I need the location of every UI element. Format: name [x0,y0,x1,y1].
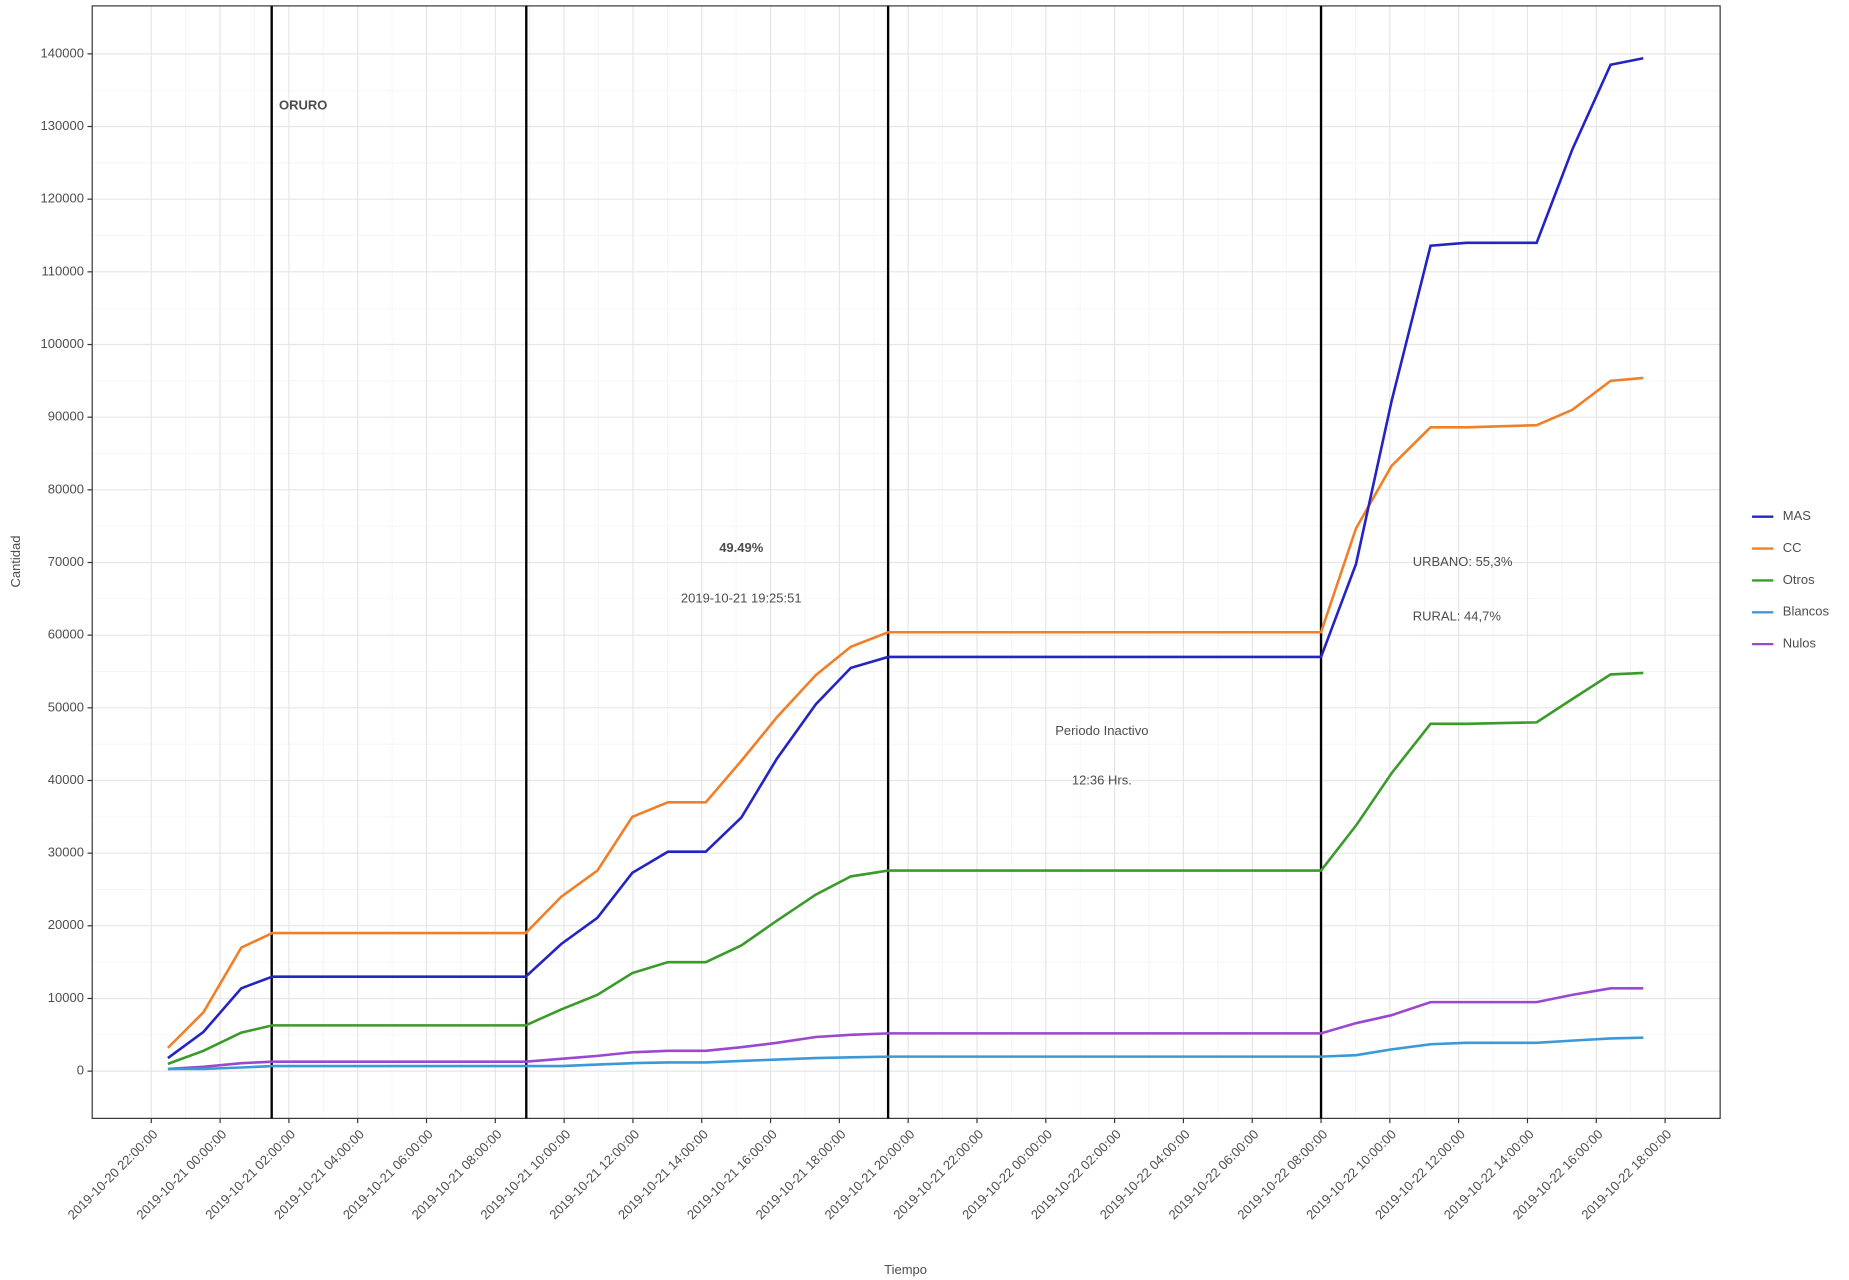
y-tick-label: 110000 [42,263,84,278]
annotation: 12:36 Hrs. [1072,772,1132,787]
x-axis-label: Tiempo [884,1262,927,1277]
legend-label: Nulos [1783,636,1817,651]
y-tick-label: 90000 [48,409,84,424]
series-line [166,376,1644,1049]
y-tick-label: 20000 [48,917,84,932]
y-tick-label: 70000 [48,554,84,569]
annotation: URBANO: 55,3% [1413,554,1513,569]
annotation: ORURO [279,98,327,113]
y-tick-label: 0 [77,1063,84,1078]
y-tick-label: 40000 [48,772,84,787]
y-tick-label: 120000 [41,191,84,206]
annotation: 49.49% [719,540,764,555]
y-tick-label: 100000 [41,336,84,351]
y-tick-label: 30000 [48,845,84,860]
y-axis-label: Cantidad [8,536,23,588]
annotation: RURAL: 44,7% [1413,608,1502,623]
annotation: Periodo Inactivo [1055,723,1148,738]
series-line [167,987,1644,1071]
y-tick-label: 10000 [48,990,84,1005]
legend-label: Blancos [1783,604,1830,619]
legend-label: CC [1783,540,1802,555]
annotation: 2019-10-21 19:25:51 [681,591,802,606]
series-line [167,1036,1644,1071]
y-tick-label: 130000 [41,118,84,133]
plot-border [91,5,1721,1119]
y-tick-label: 50000 [48,699,84,714]
series-line [167,671,1644,1066]
y-tick-label: 140000 [41,45,84,60]
legend-label: MAS [1783,508,1812,523]
y-tick-label: 60000 [48,627,84,642]
y-tick-label: 80000 [48,481,84,496]
legend-label: Otros [1783,572,1815,587]
series-line [167,56,1644,1060]
